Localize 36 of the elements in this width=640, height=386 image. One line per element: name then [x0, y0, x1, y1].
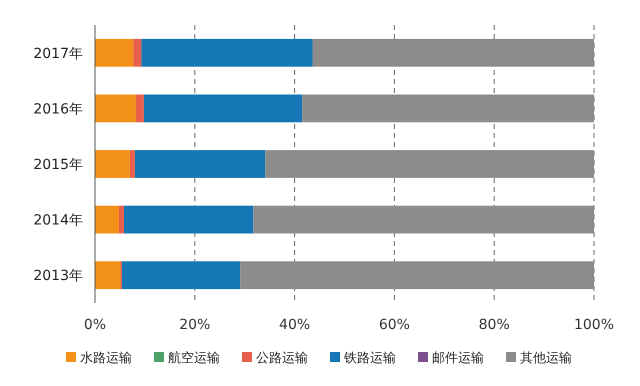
- bar: [240, 261, 594, 290]
- legend-label: 其他运输: [520, 351, 572, 366]
- bar: [118, 206, 124, 234]
- bar: [265, 150, 594, 178]
- x-tick-label: 80%: [478, 317, 510, 333]
- bar: [136, 94, 144, 122]
- y-tick-label: 2017年: [33, 46, 83, 62]
- bar: [302, 94, 594, 122]
- y-tick-label: 2016年: [33, 101, 83, 118]
- bar: [133, 38, 142, 67]
- bar: [95, 38, 134, 67]
- bar: [144, 94, 302, 122]
- bar: [141, 38, 313, 67]
- x-tick-label: 60%: [378, 317, 410, 333]
- bar: [124, 206, 254, 234]
- legend-label: 航空运输: [168, 351, 220, 366]
- x-tick-label: 20%: [179, 317, 210, 333]
- bar: [122, 261, 240, 290]
- y-tick-label: 2013年: [33, 268, 83, 284]
- bar: [95, 94, 136, 122]
- bar: [95, 150, 130, 178]
- x-tick-label: 40%: [279, 317, 310, 333]
- bar: [134, 150, 266, 178]
- legend-label: 铁路运输: [343, 351, 396, 366]
- legend-label: 公路运输: [256, 351, 308, 366]
- bar: [95, 261, 120, 290]
- y-tick-label: 2014年: [33, 212, 83, 229]
- bar: [253, 206, 594, 234]
- legend-label: 邮件运输: [432, 351, 484, 366]
- x-tick-label: 0%: [84, 317, 106, 333]
- bar: [130, 150, 135, 178]
- legend-label: 水路运输: [80, 351, 132, 366]
- bar: [95, 206, 119, 234]
- bar: [312, 38, 594, 67]
- x-tick-label: 100%: [574, 317, 614, 333]
- y-tick-label: 2015年: [33, 157, 83, 173]
